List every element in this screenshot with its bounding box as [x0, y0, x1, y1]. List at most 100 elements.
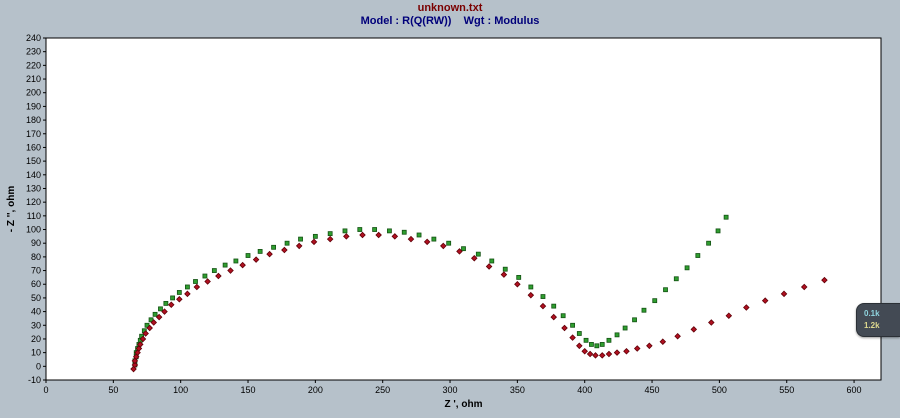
- data-point-experimental: [310, 238, 318, 246]
- y-tick-label: 40: [31, 307, 41, 317]
- data-point-model-fit: [298, 236, 303, 242]
- data-point-experimental: [569, 334, 576, 341]
- data-point-model-fit: [641, 307, 647, 313]
- data-point-experimental: [586, 350, 594, 358]
- data-point-experimental: [132, 353, 140, 361]
- data-point-model-fit: [540, 294, 546, 299]
- data-point-model-fit: [528, 284, 534, 290]
- data-point-model-fit: [684, 265, 690, 271]
- x-tick-label: 600: [847, 385, 862, 395]
- data-point-experimental: [239, 261, 246, 269]
- data-point-experimental: [690, 326, 698, 333]
- data-point-model-fit: [673, 276, 679, 282]
- data-point-experimental: [539, 302, 547, 310]
- data-point-model-fit: [576, 331, 582, 336]
- data-point-experimental: [137, 341, 144, 348]
- data-point-model-fit: [489, 258, 495, 264]
- tooltip-line-2: 1.2k: [864, 321, 880, 330]
- data-point-experimental: [161, 308, 168, 315]
- data-point-experimental: [131, 361, 139, 369]
- data-point-model-fit: [176, 290, 182, 295]
- data-point-model-fit: [148, 317, 154, 323]
- y-tick-label: 20: [31, 334, 41, 344]
- x-tick-label: 350: [510, 385, 525, 395]
- data-point-experimental: [613, 349, 621, 356]
- data-point-experimental: [150, 319, 158, 326]
- data-point-model-fit: [614, 332, 620, 338]
- x-axis-title: Z ', ohm: [445, 399, 483, 410]
- data-point-experimental: [674, 332, 681, 340]
- data-point-experimental: [623, 348, 630, 355]
- x-tick-label: 550: [779, 385, 794, 395]
- data-point-model-fit: [284, 240, 290, 246]
- data-point-model-fit: [446, 240, 452, 246]
- x-tick-label: 100: [173, 385, 188, 395]
- y-tick-label: 0: [36, 361, 41, 371]
- data-point-model-fit: [357, 227, 363, 232]
- data-point-model-fit: [387, 228, 392, 234]
- data-point-model-fit: [342, 228, 348, 234]
- y-tick-label: 100: [26, 225, 41, 235]
- data-point-model-fit: [475, 251, 481, 257]
- data-point-experimental: [659, 338, 667, 345]
- data-point-model-fit: [599, 342, 605, 347]
- y-axis-title: - Z '', ohm: [6, 186, 17, 233]
- data-point-model-fit: [570, 322, 575, 328]
- data-point-experimental: [295, 242, 303, 250]
- y-tick-label: 70: [31, 266, 41, 276]
- frequency-tooltip: 0.1k 1.2k: [856, 303, 900, 337]
- y-tick-label: 10: [31, 348, 41, 358]
- data-point-experimental: [500, 271, 508, 278]
- data-point-experimental: [780, 290, 788, 298]
- data-point-model-fit: [589, 342, 594, 347]
- data-point-experimental: [146, 324, 153, 332]
- data-point-experimental: [456, 248, 463, 255]
- data-point-experimental: [550, 313, 557, 321]
- y-tick-label: 160: [26, 142, 41, 152]
- data-point-model-fit: [652, 298, 658, 304]
- data-point-model-fit: [144, 322, 150, 328]
- data-point-model-fit: [312, 233, 318, 239]
- y-tick-label: 240: [26, 33, 41, 43]
- y-tick-label: 80: [31, 252, 41, 262]
- y-tick-label: 60: [31, 279, 41, 289]
- data-point-model-fit: [706, 240, 712, 246]
- data-point-experimental: [167, 301, 175, 309]
- y-tick-label: 230: [26, 47, 41, 57]
- data-point-model-fit: [170, 295, 175, 301]
- data-point-model-fit: [185, 284, 190, 290]
- data-point-experimental: [633, 345, 641, 352]
- data-point-experimental: [527, 291, 535, 299]
- y-tick-label: 180: [26, 115, 41, 125]
- y-tick-label: 140: [26, 170, 41, 180]
- data-point-model-fit: [163, 300, 169, 306]
- data-point-experimental: [743, 304, 750, 311]
- x-tick-label: 250: [375, 385, 390, 395]
- data-point-experimental: [407, 235, 415, 243]
- data-point-experimental: [142, 330, 149, 337]
- data-point-experimental: [281, 246, 288, 254]
- data-point-experimental: [576, 342, 583, 350]
- data-point-experimental: [440, 242, 447, 250]
- data-point-experimental: [561, 324, 568, 332]
- data-point-model-fit: [560, 313, 566, 319]
- y-tick-label: -10: [28, 375, 41, 385]
- data-point-experimental: [514, 280, 521, 288]
- tooltip-line-1: 0.1k: [864, 309, 880, 318]
- data-point-model-fit: [202, 273, 208, 279]
- data-point-model-fit: [416, 232, 422, 238]
- data-point-model-fit: [222, 262, 228, 268]
- model-subtitle: Model : R(Q(RW)) Wgt : Modulus: [360, 15, 540, 27]
- y-tick-label: 200: [26, 88, 41, 98]
- data-point-experimental: [227, 267, 234, 274]
- data-point-model-fit: [551, 303, 557, 309]
- x-tick-label: 300: [443, 385, 458, 395]
- file-title: unknown.txt: [417, 2, 483, 14]
- data-point-model-fit: [193, 279, 198, 284]
- data-point-experimental: [598, 352, 606, 359]
- y-tick-label: 170: [26, 129, 41, 139]
- data-point-experimental: [193, 283, 201, 291]
- y-tick-label: 90: [31, 238, 41, 248]
- data-point-experimental: [155, 313, 163, 321]
